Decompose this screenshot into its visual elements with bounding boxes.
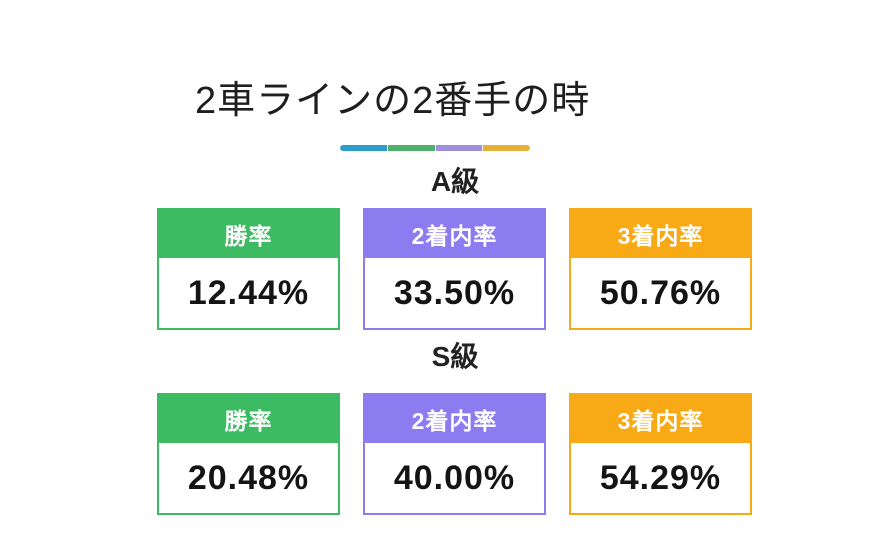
stat-label: 2着内率 [365, 395, 544, 443]
stat-label: 2着内率 [365, 210, 544, 258]
stat-label: 勝率 [159, 395, 338, 443]
divider-segment-orange [483, 145, 530, 151]
stat-label: 3着内率 [571, 395, 750, 443]
stat-value: 50.76% [599, 273, 722, 312]
stat-card-win-rate-s: 勝率 20.48% [157, 393, 340, 515]
section-heading-s-class: S級 [431, 341, 479, 372]
stat-card-win-rate-a: 勝率 12.44% [157, 208, 340, 330]
section-heading-a-class: A級 [430, 166, 480, 197]
stat-value: 54.29% [599, 458, 722, 497]
stat-card-top2-rate-s: 2着内率 40.00% [363, 393, 546, 515]
stat-label: 3着内率 [571, 210, 750, 258]
stat-value: 33.50% [393, 273, 516, 312]
stat-value: 20.48% [187, 458, 310, 497]
stat-card-top3-rate-a: 3着内率 50.76% [569, 208, 752, 330]
stat-card-top3-rate-s: 3着内率 54.29% [569, 393, 752, 515]
stat-cards-row-s: 勝率 20.48% 2着内率 40.00% 3着内率 54.29% [157, 393, 753, 515]
page-title: 2車ラインの2番手の時 [195, 80, 591, 122]
divider-segment-blue [340, 145, 387, 151]
stat-value: 40.00% [393, 458, 516, 497]
stat-cards-row-a: 勝率 12.44% 2着内率 33.50% 3着内率 50.76% [157, 208, 753, 330]
stat-card-top2-rate-a: 2着内率 33.50% [363, 208, 546, 330]
divider-segment-green [387, 145, 435, 151]
stat-label: 勝率 [159, 210, 338, 258]
divider-segment-purple [435, 145, 483, 151]
divider-bar [340, 145, 530, 151]
stat-value: 12.44% [187, 273, 310, 312]
